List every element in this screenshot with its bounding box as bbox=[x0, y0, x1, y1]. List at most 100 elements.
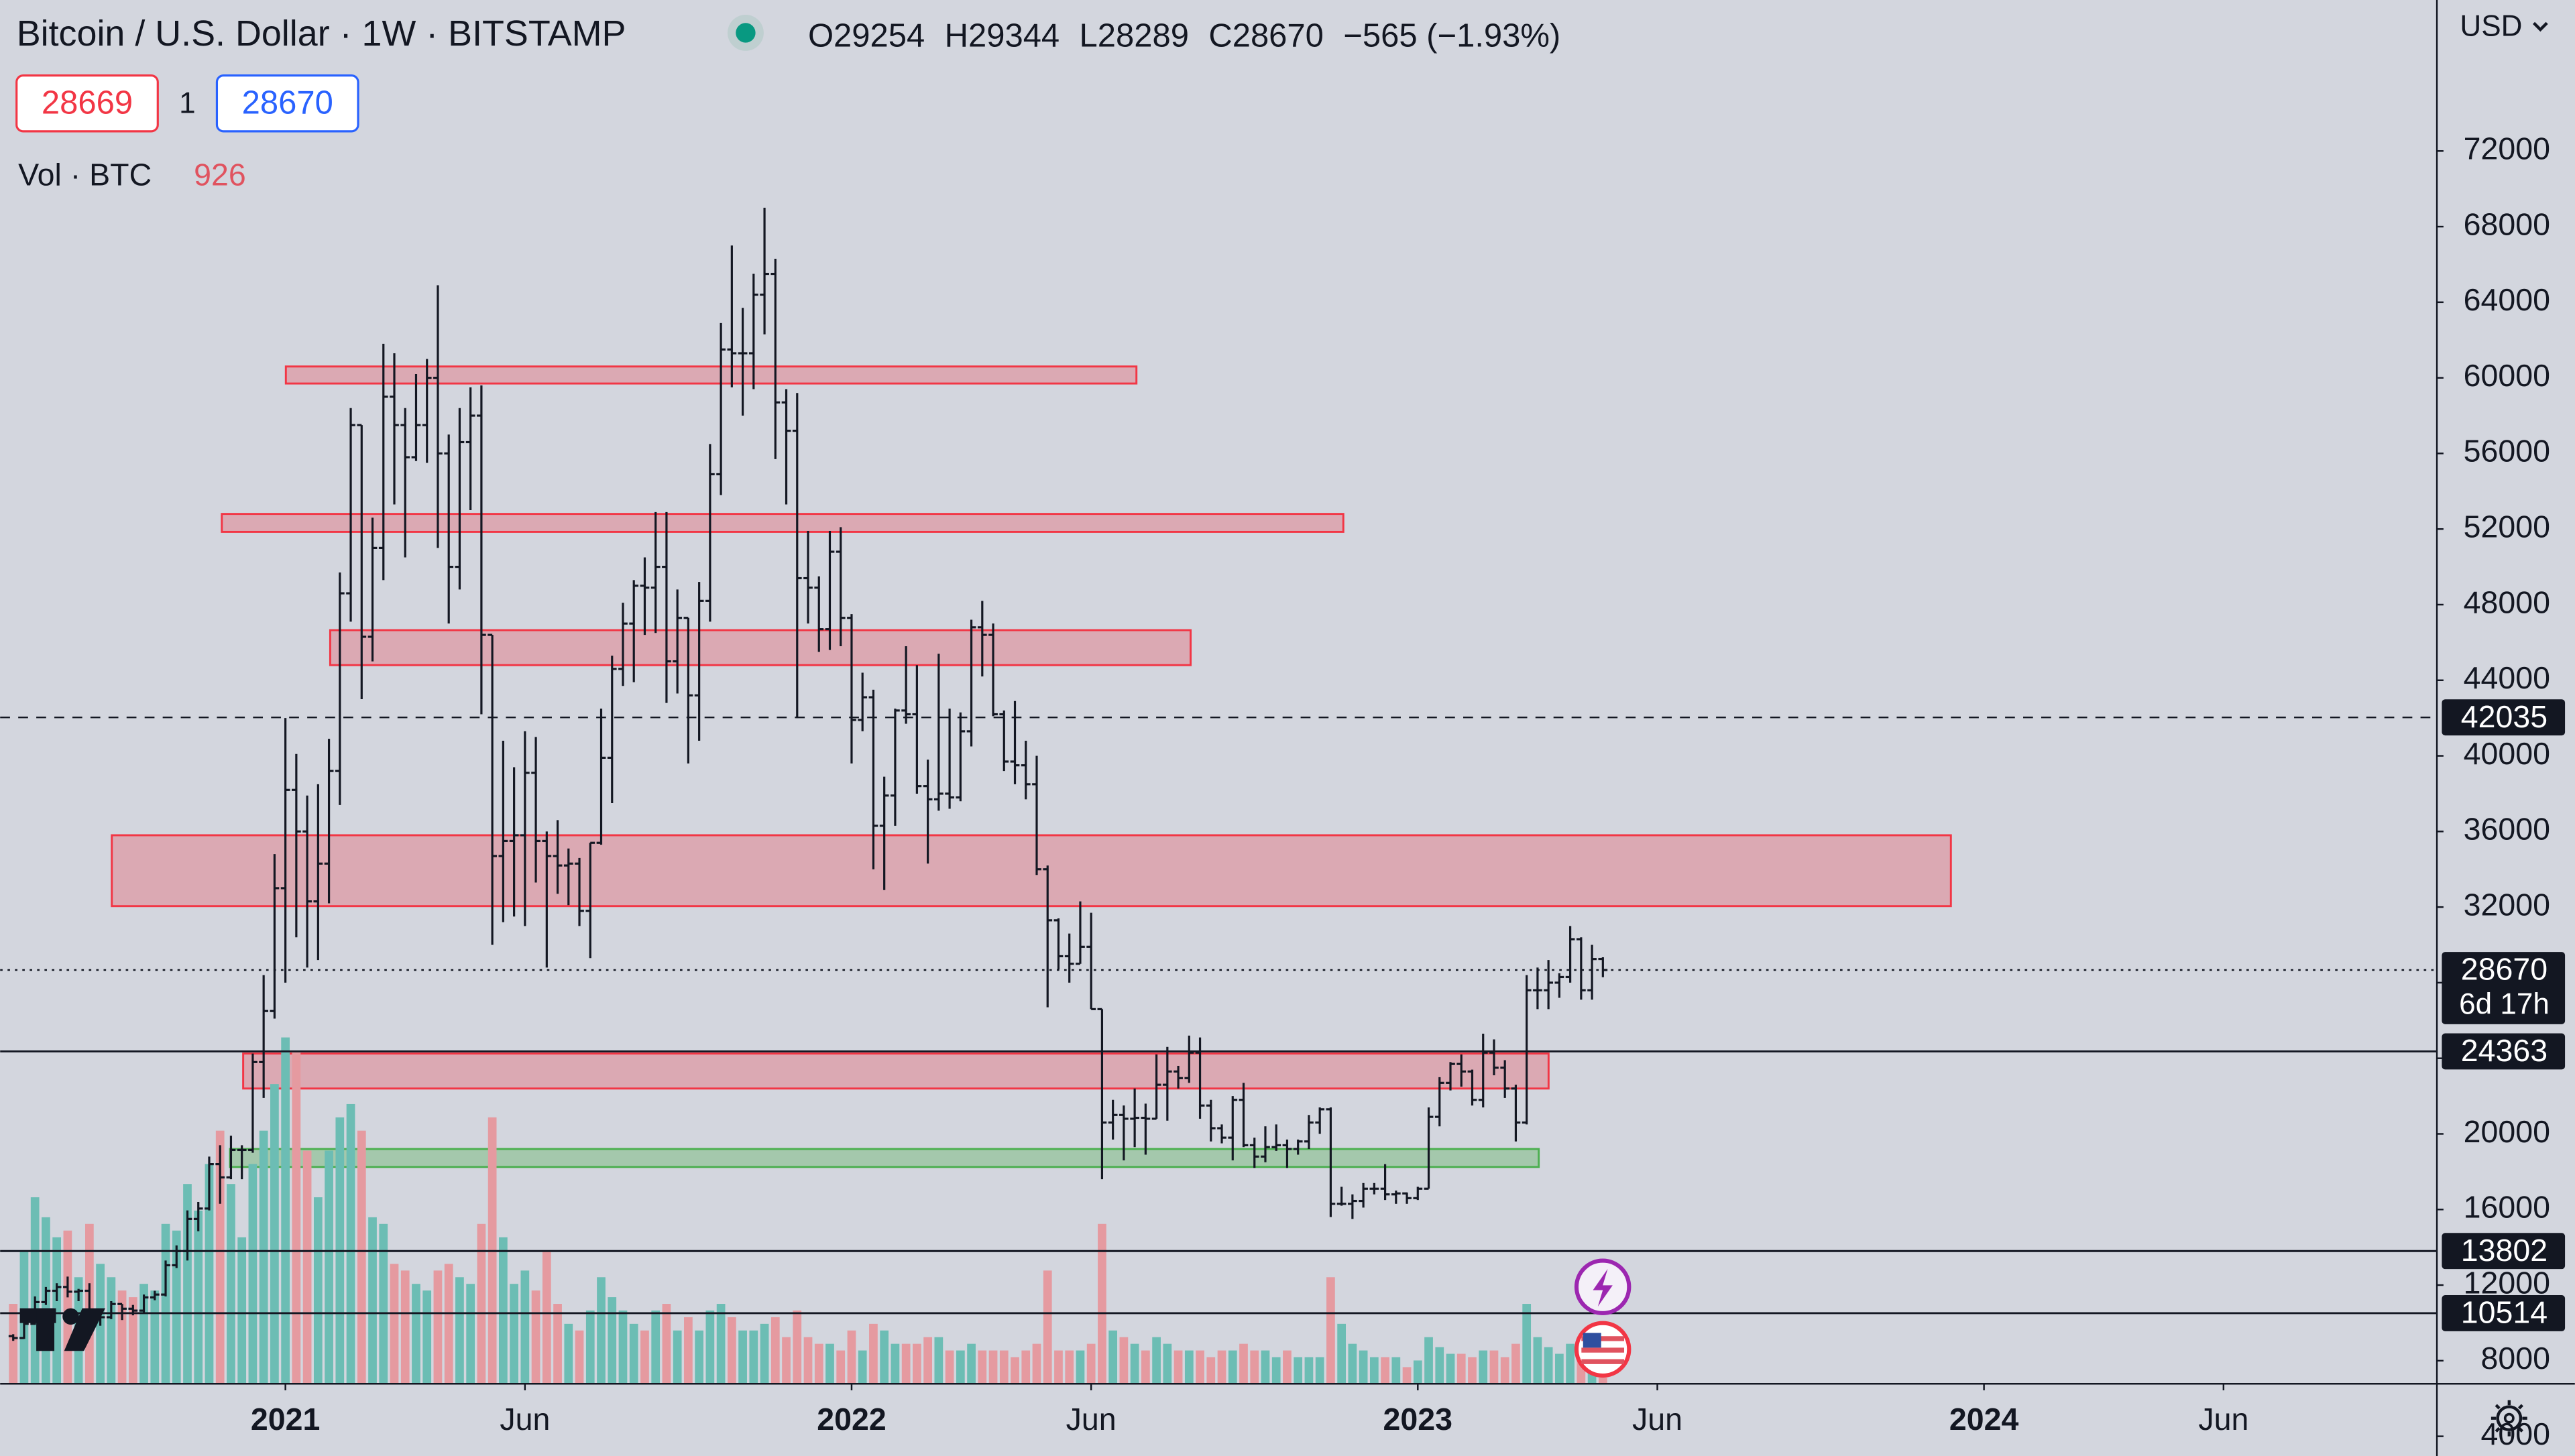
ohlc-value: 28670 bbox=[1233, 17, 1324, 54]
volume-bar bbox=[618, 1310, 628, 1384]
price-zone bbox=[329, 629, 1192, 666]
volume-bar bbox=[183, 1184, 192, 1384]
price-zone bbox=[284, 365, 1138, 385]
volume-bar bbox=[390, 1264, 399, 1384]
ohlc-value: 29344 bbox=[968, 17, 1060, 54]
volume-bar bbox=[1511, 1343, 1520, 1384]
volume-bar bbox=[1566, 1343, 1575, 1384]
volume-bar bbox=[695, 1330, 704, 1384]
volume-bar bbox=[292, 1050, 301, 1384]
volume-bar bbox=[847, 1330, 856, 1384]
price-line-label: 10514 bbox=[2461, 1295, 2548, 1330]
currency-chevron[interactable] bbox=[2533, 21, 2548, 32]
x-tick-label: 2024 bbox=[1949, 1402, 2019, 1437]
volume-bar bbox=[597, 1277, 606, 1384]
volume-bar bbox=[30, 1197, 40, 1384]
volume-bar bbox=[1086, 1343, 1096, 1384]
volume-bar bbox=[956, 1350, 965, 1384]
price-line-label: 28670 bbox=[2461, 952, 2548, 987]
volume-bar bbox=[1174, 1350, 1183, 1384]
volume-bar bbox=[1011, 1357, 1019, 1384]
market-status-dot[interactable] bbox=[736, 23, 756, 43]
volume-bar bbox=[1522, 1304, 1532, 1384]
settings-gear[interactable] bbox=[2491, 1400, 2527, 1437]
volume-bar bbox=[1163, 1343, 1172, 1384]
volume-bar bbox=[1250, 1350, 1259, 1384]
volume-bar bbox=[934, 1337, 943, 1384]
volume-bar bbox=[1271, 1357, 1281, 1384]
volume-bar bbox=[913, 1343, 921, 1384]
y-tick-label: 36000 bbox=[2464, 812, 2550, 847]
volume-bar bbox=[1359, 1350, 1368, 1384]
volume-bar bbox=[1391, 1357, 1401, 1384]
volume-bar bbox=[1337, 1323, 1347, 1384]
volume-bar bbox=[1413, 1360, 1422, 1384]
volume-bar bbox=[1076, 1350, 1085, 1384]
x-tick-label: Jun bbox=[2198, 1402, 2248, 1437]
y-tick-label: 72000 bbox=[2464, 131, 2550, 166]
volume-bar bbox=[499, 1237, 508, 1384]
volume-bar bbox=[651, 1310, 661, 1384]
volume-bar bbox=[988, 1350, 998, 1384]
price-line-label: 42035 bbox=[2461, 699, 2548, 734]
volume-bar bbox=[782, 1337, 791, 1384]
volume-bar bbox=[803, 1337, 813, 1384]
volume-bar bbox=[760, 1323, 769, 1384]
volume-bar bbox=[1304, 1357, 1314, 1384]
x-tick-label: 2021 bbox=[251, 1402, 320, 1437]
volume-bar bbox=[325, 1150, 333, 1384]
price-change: −565 (−1.93%) bbox=[1343, 17, 1560, 54]
volume-bar bbox=[1098, 1223, 1106, 1384]
price-lines bbox=[0, 716, 2438, 1315]
price-line-label-box bbox=[2442, 1033, 2566, 1070]
price-line-label: 13802 bbox=[2461, 1233, 2548, 1268]
volume-bar bbox=[1315, 1357, 1324, 1384]
economic-events-flag-icon[interactable] bbox=[1574, 1321, 1632, 1378]
volume-bar bbox=[978, 1350, 987, 1384]
volume-bar bbox=[1500, 1357, 1509, 1384]
y-tick-label: 68000 bbox=[2464, 206, 2550, 241]
buy-button[interactable] bbox=[215, 74, 359, 133]
symbol-title: Bitcoin / U.S. Dollar · 1W · BITSTAMP bbox=[17, 13, 626, 54]
volume-bar bbox=[259, 1130, 268, 1384]
volume-legend: Vol · BTC bbox=[18, 158, 152, 192]
volume-bar bbox=[542, 1250, 551, 1384]
ohlc-key: H bbox=[945, 17, 968, 54]
volume-bar bbox=[379, 1223, 388, 1384]
volume-bar bbox=[1217, 1350, 1226, 1384]
volume-bar bbox=[585, 1310, 595, 1384]
volume-bar bbox=[1239, 1343, 1248, 1384]
volume-bar bbox=[1348, 1343, 1357, 1384]
ohlc-key: L bbox=[1080, 17, 1098, 54]
bar-countdown: 6d 17h bbox=[2459, 988, 2550, 1021]
volume-bar bbox=[313, 1197, 323, 1384]
volume-bar bbox=[422, 1290, 432, 1384]
volume-bar bbox=[248, 1164, 258, 1384]
volume-bar bbox=[227, 1184, 235, 1384]
price-zone bbox=[229, 1148, 1540, 1168]
volume-bar bbox=[205, 1164, 214, 1384]
volume-bar bbox=[880, 1330, 889, 1384]
volume-bar bbox=[858, 1350, 867, 1384]
price-line-label-box bbox=[2442, 952, 2566, 1024]
volume-bar bbox=[1435, 1347, 1444, 1384]
sell-button[interactable] bbox=[15, 74, 159, 133]
tradingview-logo[interactable] bbox=[19, 1308, 105, 1351]
y-tick-label: 32000 bbox=[2464, 887, 2550, 922]
volume-bar bbox=[52, 1237, 62, 1384]
volume-bar bbox=[793, 1310, 802, 1384]
currency-select[interactable]: USD bbox=[2460, 9, 2522, 42]
volume-bar bbox=[1544, 1347, 1553, 1384]
volume-bar bbox=[673, 1330, 682, 1384]
price-line-label: 24363 bbox=[2461, 1033, 2548, 1068]
volume-bar bbox=[1141, 1350, 1150, 1384]
events-lightning-icon[interactable] bbox=[1574, 1258, 1632, 1316]
volume-bar bbox=[814, 1343, 823, 1384]
volume-bar bbox=[412, 1284, 420, 1384]
y-tick-label: 12000 bbox=[2464, 1265, 2550, 1300]
volume-bar bbox=[749, 1330, 758, 1384]
volume-bar bbox=[1326, 1277, 1335, 1384]
x-tick-label: Jun bbox=[1632, 1402, 1682, 1437]
